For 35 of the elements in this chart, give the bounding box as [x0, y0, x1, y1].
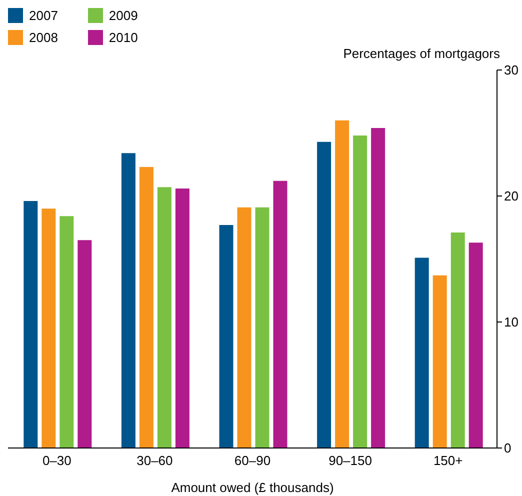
- bar: [432, 275, 447, 448]
- bar: [273, 180, 288, 448]
- x-axis-title: Amount owed (£ thousands): [171, 480, 334, 495]
- bar: [139, 167, 154, 448]
- x-tick-label: 60–90: [234, 453, 271, 468]
- bar: [353, 136, 368, 448]
- bar: [219, 224, 234, 448]
- bar: [371, 128, 386, 448]
- bar: [237, 207, 252, 448]
- y-tick-label: 10: [504, 314, 518, 330]
- bar: [42, 208, 56, 448]
- bar: [317, 142, 332, 448]
- bar: [335, 120, 350, 448]
- x-tick-label: 150+: [433, 453, 463, 468]
- bar: [157, 187, 172, 448]
- x-tick-label: 0–30: [42, 453, 72, 468]
- bar: [175, 188, 190, 448]
- bar: [24, 201, 38, 448]
- y-tick-label: 0: [504, 440, 512, 456]
- legend-label: 2008: [29, 30, 58, 44]
- x-tick-label: 30–60: [136, 453, 173, 468]
- bar: [78, 240, 92, 448]
- bar: [255, 207, 270, 448]
- bar: [414, 258, 429, 448]
- bar: [60, 216, 74, 448]
- y-tick-label: 30: [504, 62, 518, 78]
- y-tick-label: 20: [504, 188, 518, 204]
- bar: [468, 242, 483, 448]
- bar: [450, 232, 465, 448]
- y-axis-title: Percentages of mortgagors: [343, 46, 500, 61]
- bar: [121, 153, 136, 448]
- x-tick-label: 90–150: [328, 453, 372, 468]
- legend-label: 2007: [29, 8, 58, 22]
- legend-label: 2009: [108, 8, 138, 22]
- legend-label: 2010: [108, 30, 138, 44]
